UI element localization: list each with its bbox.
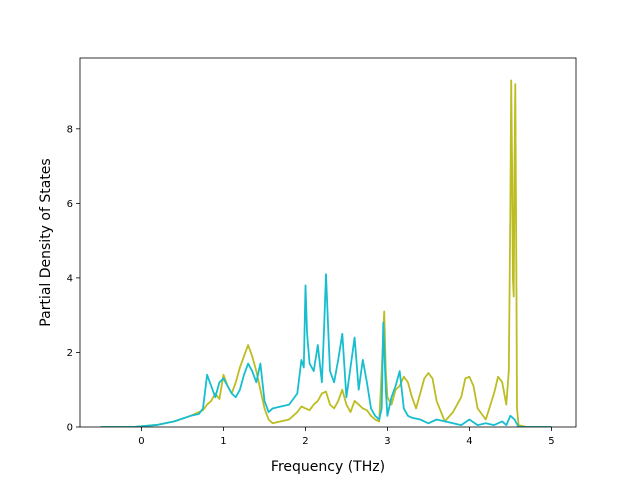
x-tick-label: 0	[138, 436, 144, 447]
x-tick-label: 1	[220, 436, 226, 447]
y-axis-ticks: 0 2 4 6 8	[67, 124, 80, 434]
plot-area	[100, 79, 552, 427]
y-tick-label: 2	[67, 348, 73, 359]
x-tick-label: 5	[548, 436, 554, 447]
y-tick-label: 0	[67, 423, 73, 434]
x-tick-label: 3	[384, 436, 390, 447]
x-axis-ticks: 0 1 2 3 4 5	[138, 427, 555, 447]
plot-frame	[79, 57, 577, 428]
x-tick-label: 4	[466, 436, 472, 447]
series-line-1	[100, 79, 552, 427]
x-tick-label: 2	[302, 436, 308, 447]
series-line-2	[100, 273, 552, 427]
y-tick-label: 8	[67, 124, 73, 135]
y-tick-label: 6	[67, 199, 73, 210]
y-tick-label: 4	[67, 273, 73, 284]
x-axis-label: Frequency (THz)	[271, 459, 385, 475]
y-axis-label: Partial Density of States	[38, 158, 54, 326]
series-layer	[100, 79, 552, 427]
